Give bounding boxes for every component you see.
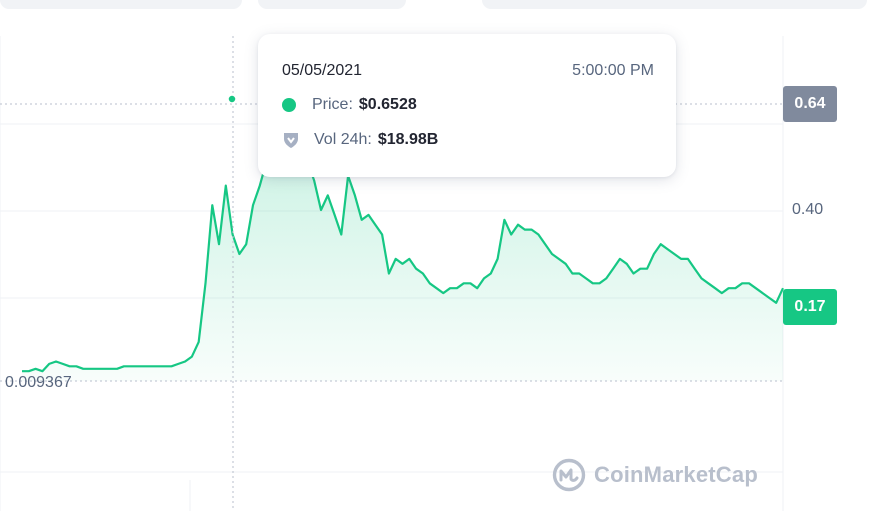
tooltip-time: 5:00:00 PM [572, 62, 654, 79]
tooltip-volume-row: Vol 24h: $18.98B [282, 131, 438, 149]
peak-price-badge: 0.64 [783, 86, 837, 122]
tooltip-price-value: $0.6528 [358, 96, 417, 113]
top-tab-3[interactable] [482, 0, 867, 9]
top-tab-2[interactable] [258, 0, 406, 9]
top-tab-1[interactable] [0, 0, 242, 9]
tooltip-date: 05/05/2021 [282, 62, 363, 79]
tooltip-price-row: Price: $0.6528 [282, 96, 417, 114]
tooltip-volume-value: $18.98B [377, 131, 439, 148]
tooltip-volume-label: Vol 24h: [314, 131, 372, 148]
current-price-badge: 0.17 [783, 289, 837, 325]
price-tooltip: 05/05/2021 5:00:00 PM Price: $0.6528 Vol… [258, 34, 676, 177]
price-dot-icon [282, 98, 296, 112]
coinmarketcap-logo-icon [552, 458, 586, 492]
watermark: CoinMarketCap [552, 458, 758, 492]
tooltip-price-label: Price: [312, 96, 353, 113]
price-area [22, 63, 783, 381]
hover-point [227, 94, 237, 104]
y-tick-label: 0.40 [792, 201, 824, 218]
volume-shield-icon [284, 133, 298, 148]
watermark-text: CoinMarketCap [594, 462, 758, 487]
min-price-label: 0.009367 [5, 374, 72, 391]
price-line [22, 62, 784, 373]
